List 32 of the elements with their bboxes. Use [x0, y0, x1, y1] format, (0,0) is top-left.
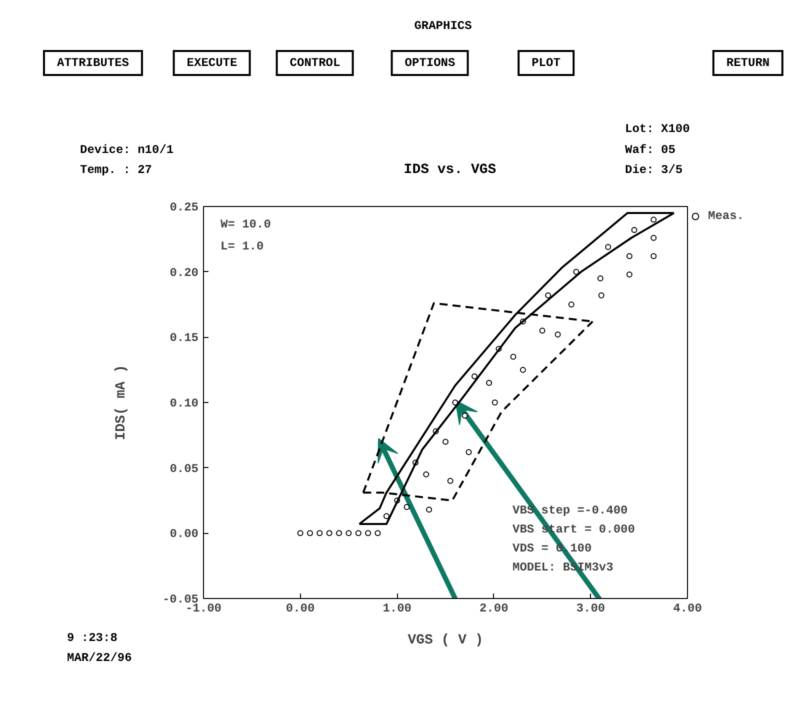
text: EXECUTE — [172, 50, 252, 76]
y-tick-label: 0.25 — [170, 200, 199, 214]
text: 9 :23:8 — [67, 631, 118, 645]
annotation: VBS step =-0.400 — [512, 504, 628, 518]
x-tick-label: 2.00 — [480, 602, 508, 616]
y-tick-label: 0.20 — [170, 266, 199, 280]
y-tick-label: 0.15 — [170, 331, 199, 346]
annotation: L= 1.0 — [220, 240, 264, 254]
text: Waf: 05 — [625, 143, 676, 157]
x-axis-title: VGS ( V ) — [408, 632, 484, 648]
x-tick-label: 1.00 — [382, 602, 412, 616]
y-tick-label: 0.05 — [170, 462, 199, 476]
text: RETURN — [712, 50, 784, 76]
text: OPTIONS — [390, 50, 470, 76]
chart-title: IDS vs. VGS — [404, 162, 496, 178]
text: PLOT — [518, 50, 574, 76]
x-tick-label: 4.00 — [673, 602, 702, 616]
y-tick-label: 0.10 — [170, 396, 199, 410]
text: Device: n10/1 — [80, 143, 174, 157]
annotation: W= 10.0 — [220, 218, 271, 232]
text: GRAPHICS — [414, 19, 472, 33]
text: Temp. : 27 — [80, 163, 152, 177]
text: Lot: X100 — [625, 122, 690, 136]
text: MAR/22/96 — [67, 651, 132, 665]
y-axis-title: IDS( mA ) — [113, 364, 130, 440]
x-tick-label: 3.00 — [576, 602, 606, 616]
text: CONTROL — [276, 50, 354, 76]
legend-label: Meas. — [708, 209, 744, 223]
text: Die: 3/5 — [625, 163, 683, 177]
text: ATTRIBUTES — [42, 50, 144, 76]
x-tick-label: 0.00 — [286, 602, 315, 616]
y-tick-label: 0.00 — [170, 527, 199, 542]
